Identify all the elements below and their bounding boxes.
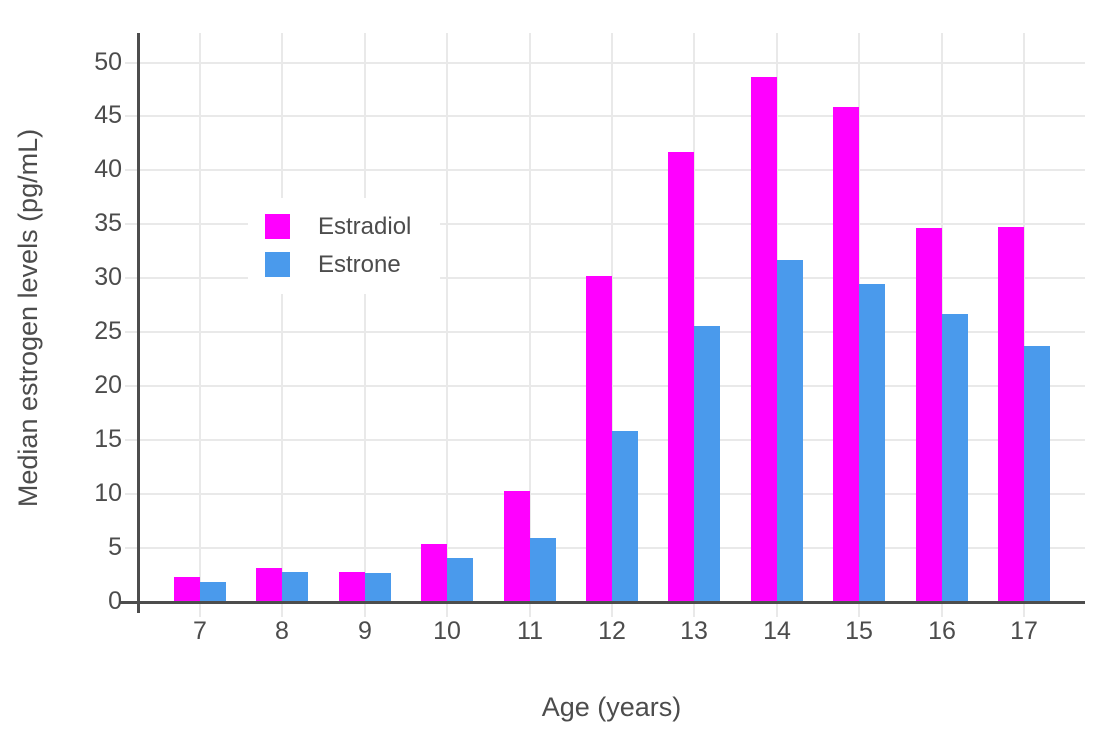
x-tick-9 bbox=[364, 604, 366, 617]
legend-item-estrone[interactable]: Estrone bbox=[265, 252, 440, 277]
y-tick-label-50: 50 bbox=[94, 48, 122, 76]
x-tick-15 bbox=[858, 604, 860, 617]
legend: Estradiol Estrone bbox=[248, 198, 440, 294]
bar-estradiol-age-9 bbox=[339, 572, 365, 601]
x-tick-label-7: 7 bbox=[193, 617, 207, 645]
legend-swatch-estrone bbox=[265, 252, 290, 277]
x-tick-label-12: 12 bbox=[598, 617, 626, 645]
legend-label-estrone: Estrone bbox=[318, 251, 401, 278]
v-gridline-8 bbox=[281, 33, 283, 601]
v-gridline-9 bbox=[364, 33, 366, 601]
bar-estrone-age-11 bbox=[530, 538, 556, 601]
bar-estrone-age-9 bbox=[365, 573, 391, 601]
y-tick-35 bbox=[125, 223, 137, 225]
bar-estradiol-age-13 bbox=[668, 152, 694, 601]
v-gridline-13 bbox=[693, 33, 695, 601]
x-tick-label-14: 14 bbox=[763, 617, 791, 645]
bar-estradiol-age-14 bbox=[751, 77, 777, 601]
bar-estradiol-age-17 bbox=[998, 227, 1024, 601]
x-tick-13 bbox=[693, 604, 695, 617]
y-tick-label-0: 0 bbox=[108, 587, 122, 615]
y-tick-label-5: 5 bbox=[108, 533, 122, 561]
bar-estradiol-age-12 bbox=[586, 276, 612, 601]
x-tick-8 bbox=[281, 604, 283, 617]
x-tick-16 bbox=[941, 604, 943, 617]
y-tick-20 bbox=[125, 385, 137, 387]
x-tick-label-11: 11 bbox=[517, 617, 543, 645]
y-tick-label-10: 10 bbox=[94, 479, 122, 507]
x-tick-label-8: 8 bbox=[275, 617, 289, 645]
y-tick-25 bbox=[125, 331, 137, 333]
bar-estrone-age-8 bbox=[282, 572, 308, 601]
x-tick-label-9: 9 bbox=[358, 617, 372, 645]
bar-estrone-age-12 bbox=[612, 431, 638, 601]
bar-estrone-age-17 bbox=[1024, 346, 1050, 601]
v-gridline-10 bbox=[446, 33, 448, 601]
y-tick-label-35: 35 bbox=[94, 209, 122, 237]
v-gridline-17 bbox=[1023, 33, 1025, 601]
x-axis-title: Age (years) bbox=[541, 692, 682, 722]
v-gridline-7 bbox=[199, 33, 201, 601]
x-tick-label-10: 10 bbox=[433, 617, 461, 645]
bar-estrone-age-10 bbox=[447, 558, 473, 601]
x-tick-14 bbox=[776, 604, 778, 617]
v-gridline-11 bbox=[529, 33, 531, 601]
x-tick-7 bbox=[199, 604, 201, 617]
bar-estradiol-age-10 bbox=[421, 544, 447, 601]
y-tick-30 bbox=[125, 277, 137, 279]
legend-swatch-estradiol bbox=[265, 214, 290, 239]
x-tick-11 bbox=[529, 604, 531, 617]
bar-estradiol-age-15 bbox=[833, 107, 859, 601]
x-tick-17 bbox=[1023, 604, 1025, 617]
y-tick-label-45: 45 bbox=[94, 101, 122, 129]
y-tick-50 bbox=[125, 62, 137, 64]
y-tick-label-15: 15 bbox=[94, 425, 122, 453]
y-tick-10 bbox=[125, 493, 137, 495]
bar-estradiol-age-16 bbox=[916, 228, 942, 601]
x-tick-12 bbox=[611, 604, 613, 617]
y-tick-45 bbox=[125, 115, 137, 117]
y-axis-line bbox=[137, 33, 140, 613]
bar-estradiol-age-11 bbox=[504, 491, 530, 601]
y-tick-label-30: 30 bbox=[94, 263, 122, 291]
bar-estradiol-age-8 bbox=[256, 568, 282, 601]
x-tick-label-16: 16 bbox=[928, 617, 956, 645]
x-tick-10 bbox=[446, 604, 448, 617]
y-tick-label-40: 40 bbox=[94, 155, 122, 183]
legend-item-estradiol[interactable]: Estradiol bbox=[265, 214, 440, 239]
y-tick-5 bbox=[125, 547, 137, 549]
bar-estrone-age-14 bbox=[777, 260, 803, 601]
x-tick-label-15: 15 bbox=[845, 617, 873, 645]
y-tick-label-20: 20 bbox=[94, 371, 122, 399]
bar-estrone-age-7 bbox=[200, 582, 226, 601]
legend-label-estradiol: Estradiol bbox=[318, 213, 412, 240]
bar-estrone-age-13 bbox=[694, 326, 720, 601]
bar-estrone-age-16 bbox=[942, 314, 968, 601]
v-gridline-12 bbox=[611, 33, 613, 601]
x-axis-line bbox=[120, 601, 1085, 604]
bar-estradiol-age-7 bbox=[174, 577, 200, 601]
y-tick-15 bbox=[125, 439, 137, 441]
y-tick-label-25: 25 bbox=[94, 317, 122, 345]
bar-estrone-age-15 bbox=[859, 284, 885, 601]
x-tick-label-17: 17 bbox=[1010, 617, 1038, 645]
y-tick-40 bbox=[125, 169, 137, 171]
x-tick-label-13: 13 bbox=[680, 617, 708, 645]
